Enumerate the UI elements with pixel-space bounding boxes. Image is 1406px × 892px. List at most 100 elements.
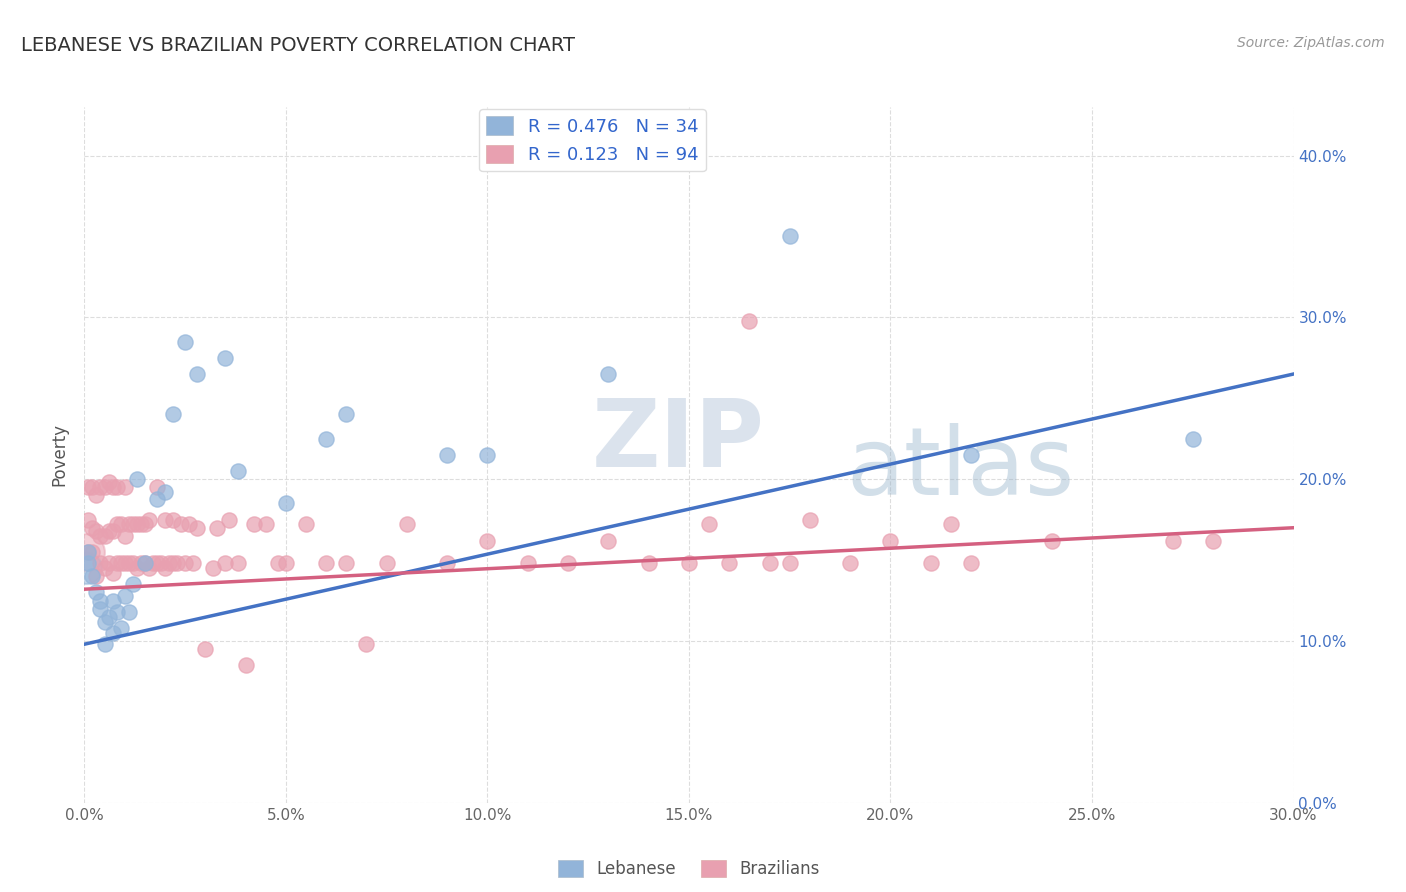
Point (86, 569, 108, 583)
Point (86, 524, 108, 538)
Point (93, 615, 115, 629)
Point (142, 557, 165, 571)
Point (118, 605, 141, 619)
Point (174, 557, 197, 571)
Text: atlas: atlas (846, 423, 1074, 515)
Legend: Lebanese, Brazilians: Lebanese, Brazilians (551, 854, 827, 885)
Point (162, 513, 184, 527)
Point (105, 557, 128, 571)
Point (125, 517, 148, 532)
Point (82, 569, 104, 583)
Point (202, 561, 225, 575)
Point (295, 517, 318, 532)
Point (166, 557, 188, 571)
Point (960, 557, 983, 571)
Point (162, 557, 184, 571)
Point (138, 513, 160, 527)
Point (153, 513, 176, 527)
Point (170, 517, 193, 532)
Point (77, 545, 100, 559)
Point (960, 448, 983, 462)
Point (134, 517, 156, 532)
Point (121, 557, 143, 571)
Point (186, 521, 208, 535)
Point (315, 557, 337, 571)
Point (101, 524, 124, 538)
Point (799, 513, 821, 527)
Point (86, 488, 108, 502)
Point (186, 367, 208, 381)
Point (839, 557, 862, 571)
Point (82, 521, 104, 535)
Point (779, 557, 801, 571)
Point (335, 557, 357, 571)
Y-axis label: Poverty: Poverty (51, 424, 69, 486)
Point (118, 557, 141, 571)
Point (75, 561, 97, 575)
Point (134, 557, 156, 571)
Text: ZIP: ZIP (592, 395, 765, 487)
Point (125, 472, 148, 486)
Point (146, 557, 169, 571)
Point (274, 496, 297, 510)
Point (1161, 533, 1184, 548)
Point (77, 545, 100, 559)
Point (114, 480, 136, 494)
Point (114, 589, 136, 603)
Point (395, 517, 418, 532)
Point (207, 521, 229, 535)
Point (138, 561, 160, 575)
Point (129, 517, 152, 532)
Point (477, 448, 499, 462)
Point (89, 480, 111, 494)
Point (678, 557, 700, 571)
Point (242, 517, 264, 532)
Point (235, 658, 257, 673)
Point (110, 517, 132, 532)
Point (114, 529, 136, 543)
Point (267, 557, 290, 571)
Point (146, 480, 169, 494)
Point (1181, 432, 1204, 446)
Point (920, 557, 942, 571)
Point (93, 561, 115, 575)
Point (214, 557, 236, 571)
Point (1040, 533, 1063, 548)
Point (82, 480, 104, 494)
Point (274, 557, 297, 571)
Point (218, 513, 240, 527)
Point (110, 557, 132, 571)
Point (598, 533, 620, 548)
Text: Source: ZipAtlas.com: Source: ZipAtlas.com (1237, 36, 1385, 50)
Point (146, 491, 169, 506)
Point (82, 545, 104, 559)
Point (226, 464, 249, 478)
Point (121, 517, 143, 532)
Point (105, 480, 128, 494)
Point (101, 566, 124, 580)
Point (118, 517, 141, 532)
Point (436, 448, 458, 462)
Point (315, 432, 337, 446)
Point (162, 408, 184, 422)
Point (97, 475, 120, 490)
Point (1202, 533, 1225, 548)
Point (939, 517, 962, 532)
Point (153, 561, 176, 575)
Point (97, 557, 120, 571)
Point (181, 557, 204, 571)
Point (779, 229, 801, 244)
Point (110, 621, 132, 635)
Point (879, 533, 901, 548)
Point (738, 313, 761, 327)
Point (125, 561, 148, 575)
Point (101, 626, 124, 640)
Point (557, 557, 579, 571)
Point (134, 557, 156, 571)
Point (697, 517, 720, 532)
Point (718, 557, 741, 571)
Point (75, 545, 97, 559)
Point (77, 480, 100, 494)
Point (179, 517, 201, 532)
Point (93, 529, 115, 543)
